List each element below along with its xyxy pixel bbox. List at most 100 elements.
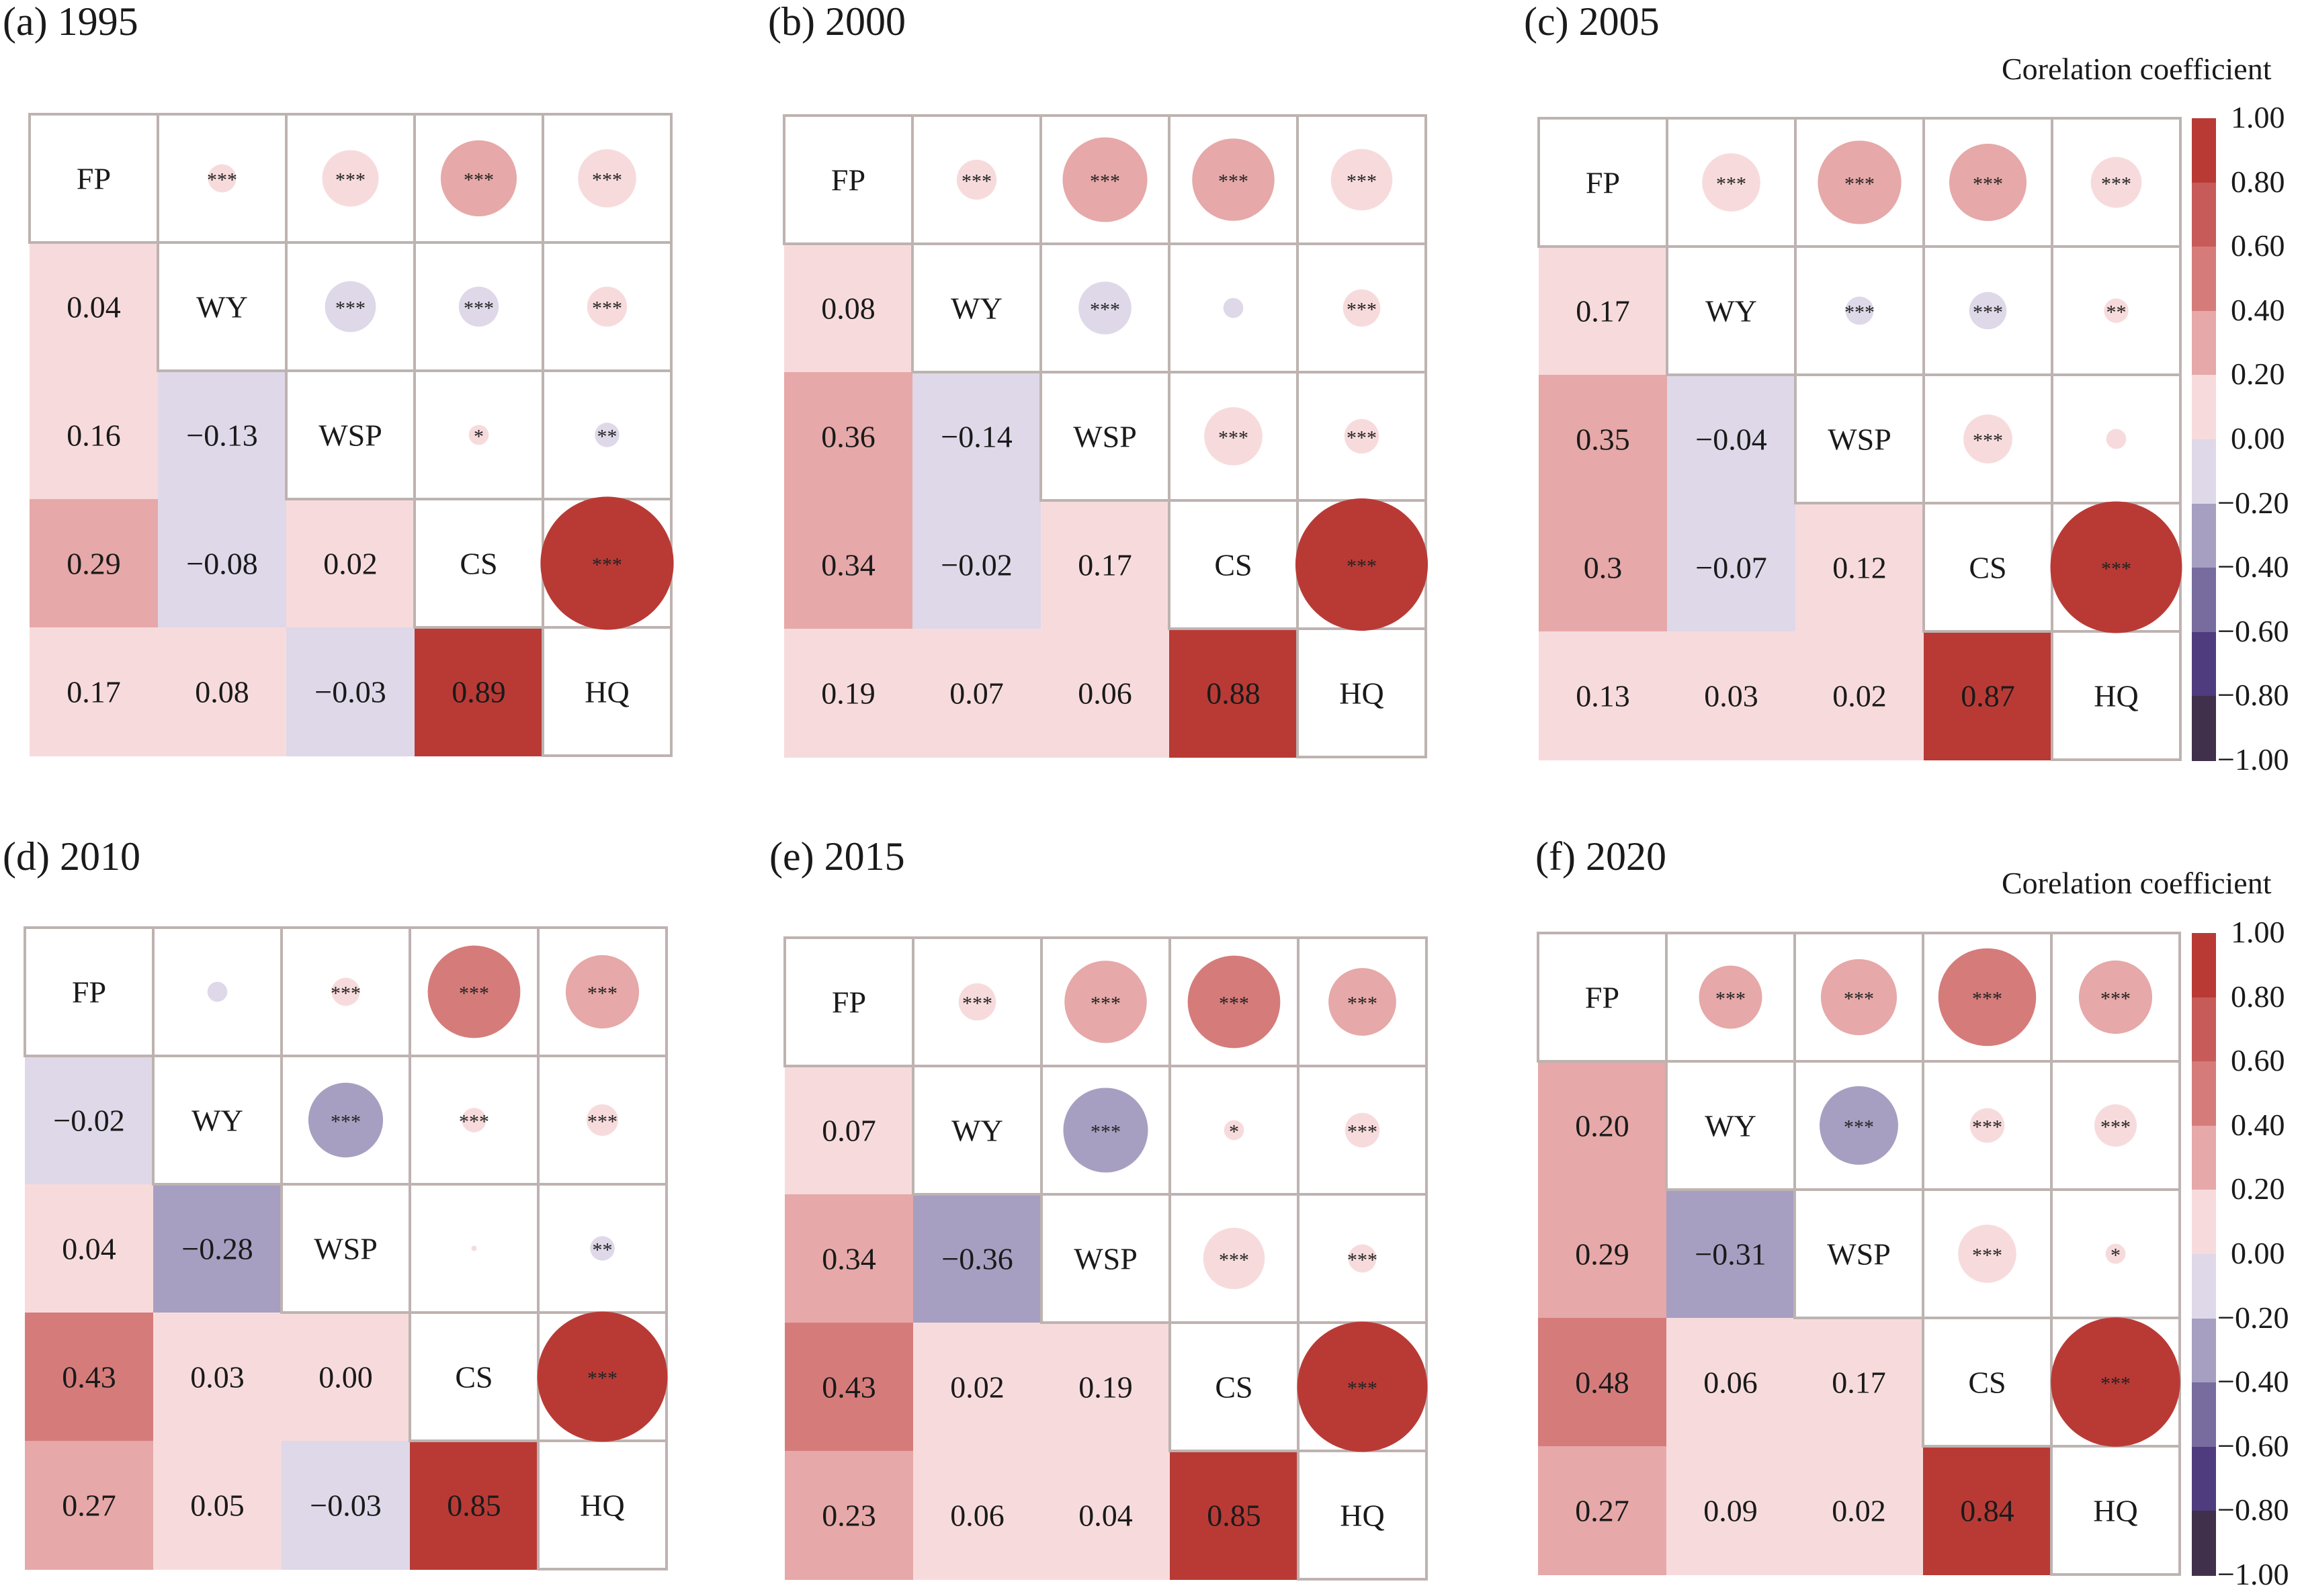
cell-WSP-WY bbox=[912, 372, 1041, 501]
variable-label-WY: WY bbox=[951, 292, 1003, 326]
circle-FP-HQ bbox=[2078, 960, 2153, 1034]
legend-title-top: Corelation coefficient bbox=[2002, 52, 2272, 86]
variable-label-FP: FP bbox=[1586, 166, 1620, 200]
circle-WY-HQ bbox=[1342, 289, 1381, 327]
circle-WY-HQ bbox=[1345, 1112, 1380, 1148]
significance-CS-HQ: *** bbox=[587, 1368, 617, 1390]
legend-tick-top-1: 0.80 bbox=[2231, 164, 2285, 199]
circle-FP-CS bbox=[427, 945, 521, 1038]
value-label-WSP-WY: −0.28 bbox=[181, 1232, 253, 1266]
legend-tick-top-2: 0.60 bbox=[2231, 228, 2285, 263]
value-label-CS-FP: 0.34 bbox=[821, 548, 876, 582]
variable-label-WY: WY bbox=[191, 1104, 243, 1138]
cell-HQ-WSP bbox=[286, 627, 415, 756]
circle-CS-HQ bbox=[1297, 1321, 1428, 1452]
circle-WY-CS bbox=[1224, 1120, 1244, 1141]
cell-WSP-WY bbox=[158, 371, 287, 500]
correlation-matrix-2000: *** *** *** *** *** *** *** *** *** FP WY WSP CS HQ 0.… bbox=[783, 114, 1429, 758]
legend-tick-top-7: −0.40 bbox=[2217, 549, 2289, 584]
value-label-HQ-WSP: 0.04 bbox=[1078, 1499, 1133, 1533]
significance-CS-HQ: *** bbox=[592, 554, 622, 576]
cell-CS-FP bbox=[1538, 1318, 1667, 1447]
circle-FP-WY bbox=[1702, 153, 1760, 212]
legend-tick-bottom-4: 0.20 bbox=[2231, 1171, 2285, 1206]
cell-HQ-FP bbox=[1539, 631, 1668, 760]
circle-WSP-HQ bbox=[590, 1236, 615, 1261]
legend-bin-bottom-9 bbox=[2192, 1511, 2216, 1576]
circle-FP-HQ bbox=[1328, 968, 1396, 1036]
variable-label-WY: WY bbox=[196, 290, 248, 324]
significance-CS-HQ: *** bbox=[2100, 1373, 2131, 1395]
value-label-WY-FP: 0.17 bbox=[1576, 294, 1630, 328]
legend-bin-bottom-2 bbox=[2192, 1061, 2216, 1126]
cell-HQ-WSP bbox=[282, 1441, 411, 1570]
correlation-matrix-2015: *** *** *** ****** * ****** ******FPWYWSPCSHQ0… bbox=[783, 936, 1428, 1581]
significance-WY-CS: *** bbox=[1972, 1116, 2002, 1139]
value-label-HQ-WSP: 0.06 bbox=[1078, 676, 1132, 711]
significance-FP-CS: *** bbox=[459, 983, 489, 1005]
circle-WSP-CS bbox=[1963, 414, 2012, 463]
cell-HQ-FP bbox=[30, 627, 159, 756]
cell-CS-WSP bbox=[1795, 1318, 1924, 1447]
cell-CS-WSP bbox=[286, 499, 415, 628]
value-label-HQ-FP: 0.27 bbox=[62, 1489, 116, 1523]
legend-bin-bottom-3 bbox=[2192, 1125, 2216, 1191]
cell-HQ-WY bbox=[1666, 1446, 1795, 1575]
variable-label-HQ: HQ bbox=[580, 1489, 624, 1523]
significance-FP-CS: *** bbox=[1973, 173, 2003, 195]
significance-WY-CS: *** bbox=[459, 1111, 489, 1133]
legend-bin-top-6 bbox=[2192, 503, 2216, 569]
circle-WY-CS bbox=[462, 1108, 486, 1133]
circle-FP-WSP bbox=[1818, 140, 1902, 224]
cell-HQ-CS bbox=[1923, 1446, 2052, 1575]
cell-WSP-WY bbox=[153, 1184, 282, 1313]
circle-WSP-CS bbox=[468, 425, 489, 445]
cell-WSP-FP bbox=[1538, 1190, 1667, 1319]
circle-WY-WSP bbox=[1063, 1088, 1148, 1173]
value-label-HQ-CS: 0.87 bbox=[1961, 679, 2015, 713]
value-label-HQ-CS: 0.88 bbox=[1206, 676, 1261, 711]
variable-label-FP: FP bbox=[72, 975, 106, 1010]
legend-bin-top-9 bbox=[2192, 696, 2216, 761]
circle-FP-CS bbox=[1938, 948, 2037, 1047]
significance-FP-WY: *** bbox=[962, 171, 992, 193]
value-label-HQ-WSP: −0.03 bbox=[310, 1489, 381, 1523]
significance-WSP-CS: * bbox=[474, 426, 484, 448]
significance-FP-HQ: *** bbox=[1347, 993, 1377, 1015]
circle-WSP-HQ bbox=[1348, 1244, 1377, 1273]
significance-FP-WSP: *** bbox=[1844, 988, 1874, 1010]
cell-WSP-FP bbox=[1539, 375, 1668, 504]
value-label-CS-WSP: 0.00 bbox=[318, 1360, 373, 1394]
variable-label-WSP: WSP bbox=[1074, 1242, 1138, 1276]
cell-WY-FP bbox=[1538, 1061, 1667, 1190]
value-label-HQ-WY: 0.08 bbox=[195, 675, 249, 709]
significance-WY-CS: *** bbox=[1973, 302, 2003, 324]
circle-CS-HQ bbox=[1295, 498, 1429, 631]
value-label-CS-FP: 0.43 bbox=[822, 1370, 876, 1405]
cell-CS-FP bbox=[25, 1313, 154, 1442]
cell-WSP-FP bbox=[784, 372, 913, 501]
value-label-WY-FP: 0.20 bbox=[1575, 1109, 1629, 1143]
variable-label-WY: WY bbox=[951, 1114, 1003, 1148]
cell-CS-WY bbox=[913, 1323, 1042, 1452]
circle-FP-CS bbox=[440, 140, 517, 217]
value-label-WY-FP: 0.04 bbox=[67, 290, 121, 324]
variable-label-WY: WY bbox=[1705, 294, 1757, 328]
cell-CS-FP bbox=[784, 500, 913, 629]
cell-CS-WSP bbox=[1041, 500, 1170, 629]
circle-WSP-CS bbox=[1204, 407, 1263, 466]
cell-WSP-WY bbox=[913, 1194, 1042, 1323]
circle-WY-WSP bbox=[1845, 296, 1874, 325]
value-label-WSP-FP: 0.16 bbox=[67, 418, 121, 453]
panel-title-c: (c) 2005 bbox=[1524, 0, 1660, 44]
cell-WSP-FP bbox=[785, 1194, 914, 1323]
legend-tick-top-3: 0.40 bbox=[2231, 292, 2285, 327]
cell-WSP-FP bbox=[30, 371, 159, 500]
significance-FP-WY: *** bbox=[1715, 988, 1746, 1010]
significance-WY-HQ: *** bbox=[1347, 1121, 1377, 1143]
variable-label-HQ: HQ bbox=[1339, 676, 1383, 711]
legend-bin-top-0 bbox=[2192, 118, 2216, 183]
legend-tick-bottom-6: −0.20 bbox=[2217, 1300, 2289, 1335]
variable-label-WSP: WSP bbox=[314, 1232, 378, 1266]
value-label-CS-WSP: 0.19 bbox=[1078, 1370, 1133, 1405]
